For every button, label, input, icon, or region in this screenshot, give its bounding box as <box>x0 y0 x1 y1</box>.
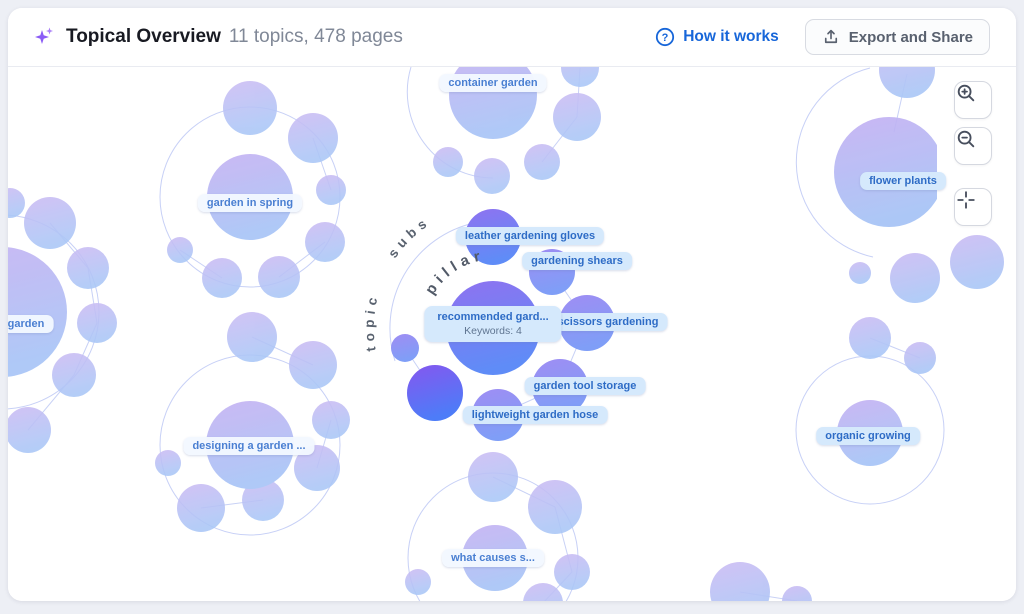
bubble[interactable] <box>710 562 770 601</box>
cluster-garden-in-spring <box>167 81 346 298</box>
bubble-label-garden-in-spring[interactable]: garden in spring <box>197 194 303 212</box>
bubble-label-flower-plants[interactable]: flower plants <box>860 172 946 190</box>
bubble-label-designing-a-garden[interactable]: designing a garden ... <box>183 437 315 455</box>
zoom-out-button[interactable] <box>954 127 992 165</box>
bubble[interactable] <box>523 583 563 601</box>
topical-map-canvas[interactable]: topic subs pillar container garden garde… <box>8 66 1016 601</box>
pillar-node-keywords: Keywords: 4 <box>464 325 522 337</box>
bubble[interactable] <box>167 237 193 263</box>
bubble-label-lightweight-garden-hose[interactable]: lightweight garden hose <box>462 406 608 424</box>
bubble[interactable] <box>468 452 518 502</box>
bubble[interactable] <box>554 554 590 590</box>
cluster-what-causes <box>405 452 590 601</box>
bubble[interactable] <box>879 66 935 98</box>
bubble-label-what-causes[interactable]: what causes s... <box>442 549 544 567</box>
bubble[interactable] <box>950 235 1004 289</box>
cluster-garden <box>8 188 117 453</box>
cluster-organic-growing <box>710 317 936 601</box>
bubble[interactable] <box>553 93 601 141</box>
sparkles-icon <box>35 27 53 44</box>
bubble[interactable] <box>258 256 300 298</box>
bubble[interactable] <box>849 262 871 284</box>
cluster-ring <box>406 66 494 179</box>
bubble[interactable] <box>8 188 25 218</box>
pillar-cluster-arc <box>389 222 475 362</box>
bubble[interactable] <box>561 66 599 87</box>
bubble[interactable] <box>177 484 225 532</box>
bubble[interactable] <box>405 569 431 595</box>
bubble[interactable] <box>155 450 181 476</box>
bubble-label-garden[interactable]: garden <box>8 315 54 333</box>
bubble[interactable] <box>8 407 51 453</box>
bubble[interactable] <box>433 147 463 177</box>
curved-label-subs: subs <box>385 213 428 260</box>
bubble-label-leather-gardening-gloves[interactable]: leather gardening gloves <box>455 227 605 245</box>
bubble-garden[interactable] <box>8 247 67 377</box>
bubble[interactable] <box>242 479 284 521</box>
bubble-label-organic-growing[interactable]: organic growing <box>816 427 920 445</box>
bubble[interactable] <box>227 312 277 362</box>
bubble[interactable] <box>407 365 463 421</box>
bubble[interactable] <box>890 253 940 303</box>
bubble[interactable] <box>528 480 582 534</box>
bubble[interactable] <box>391 334 419 362</box>
bubble[interactable] <box>305 222 345 262</box>
topical-overview-panel: Topical Overview 11 topics, 478 pages ? … <box>8 8 1016 601</box>
bubble[interactable] <box>524 144 560 180</box>
cluster-ring <box>795 67 874 258</box>
bubble[interactable] <box>223 81 277 135</box>
magnifier-minus-icon <box>957 130 975 148</box>
center-view-button[interactable] <box>954 188 992 226</box>
bubble[interactable] <box>474 158 510 194</box>
export-and-share-button[interactable]: Export and Share <box>804 19 990 55</box>
cluster-designing-a-garden <box>155 312 350 532</box>
bubble[interactable] <box>316 175 346 205</box>
bubble[interactable] <box>77 303 117 343</box>
page-title: Topical Overview <box>66 26 221 47</box>
svg-text:?: ? <box>662 32 669 44</box>
bubble[interactable] <box>294 445 340 491</box>
bubble-label-garden-tool-storage[interactable]: garden tool storage <box>524 377 646 395</box>
upload-icon <box>824 29 837 44</box>
bubble[interactable] <box>67 247 109 289</box>
svg-text:subs: subs <box>385 213 433 260</box>
bubble[interactable] <box>289 341 337 389</box>
bubble-label-scissors-gardening[interactable]: scissors gardening <box>548 313 668 331</box>
header: Topical Overview 11 topics, 478 pages ? … <box>8 8 1016 67</box>
bubble-label-gardening-shears[interactable]: gardening shears <box>522 252 632 270</box>
bubble-label-container-garden[interactable]: container garden <box>439 74 547 92</box>
pillar-node-label[interactable]: recommended gard... Keywords: 4 <box>424 306 562 342</box>
how-it-works-link[interactable]: ? How it works <box>655 27 779 47</box>
magnifier-plus-icon <box>957 84 975 102</box>
zoom-in-button[interactable] <box>954 81 992 119</box>
curved-label-topic: topic <box>362 291 377 352</box>
question-circle-icon: ? <box>656 27 675 47</box>
bubble[interactable] <box>312 401 350 439</box>
export-and-share-label: Export and Share <box>848 28 973 46</box>
bubble[interactable] <box>24 197 76 249</box>
bubble[interactable] <box>849 317 891 359</box>
bubble[interactable] <box>202 258 242 298</box>
bubble[interactable] <box>782 586 812 601</box>
svg-text:topic: topic <box>362 291 382 352</box>
bubble[interactable] <box>288 113 338 163</box>
page-stats: 11 topics, 478 pages <box>228 26 403 47</box>
how-it-works-label: How it works <box>683 28 779 45</box>
pillar-node-title: recommended gard... <box>437 311 549 323</box>
bubble[interactable] <box>52 353 96 397</box>
crosshair-icon <box>957 191 975 209</box>
bubble[interactable] <box>904 342 936 374</box>
